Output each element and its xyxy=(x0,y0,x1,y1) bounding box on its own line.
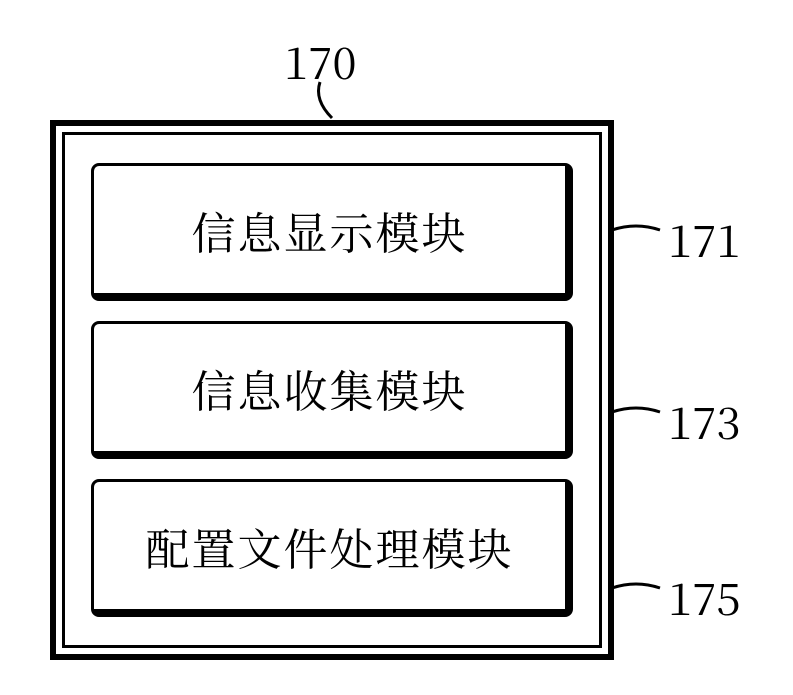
module-3-ref-number: 175 xyxy=(668,564,741,628)
diagram-stage: 170 信息显示模块 信息收集模块 配置文件处理模块 171 173 175 xyxy=(0,0,793,695)
